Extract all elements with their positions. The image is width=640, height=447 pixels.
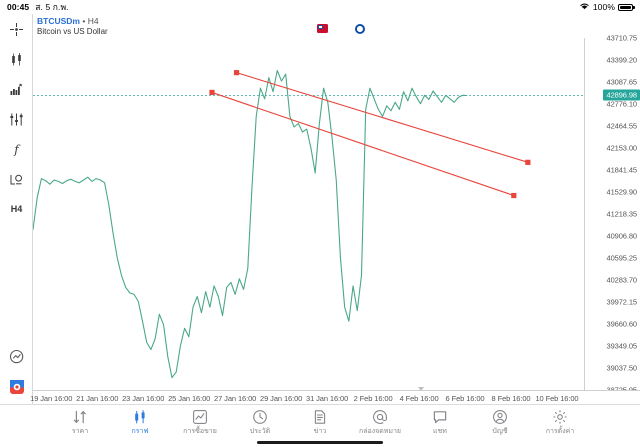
symbol-separator: • — [82, 16, 86, 26]
resistance-lower-handle[interactable] — [209, 89, 215, 96]
price-tick: 43399.20 — [606, 55, 638, 65]
price-series-line — [33, 69, 468, 379]
symbol-description: Bitcoin vs US Dollar — [37, 27, 108, 36]
left-toolbar: f H4 — [0, 14, 33, 404]
current-price-badge[interactable]: 42896.98 — [602, 89, 640, 101]
price-tick: 43710.75 — [606, 33, 638, 43]
symbol-line[interactable]: BTCUSDm • H4 — [37, 16, 640, 27]
price-chart[interactable] — [33, 24, 584, 390]
nav-item-label: ข่าว — [313, 428, 327, 435]
price-tick: 39037.50 — [606, 363, 638, 373]
nav-item-chat-bubble[interactable]: แชท — [410, 409, 470, 436]
quotes-arrows-icon — [72, 409, 88, 425]
time-tick: 8 Feb 16:00 — [491, 394, 531, 403]
home-indicator — [257, 440, 383, 444]
price-tick: 41218.35 — [606, 209, 638, 219]
nav-item-mailbox-at[interactable]: กล่องจดหมาย — [350, 409, 410, 436]
objects-drawing-icon[interactable] — [0, 164, 33, 194]
time-tick: 6 Feb 16:00 — [445, 394, 485, 403]
nav-item-label: ราคา — [71, 428, 89, 435]
nav-item-news-document[interactable]: ข่าว — [290, 409, 350, 436]
resistance-upper-handle[interactable] — [233, 70, 240, 76]
price-tick: 41841.45 — [606, 165, 638, 175]
nav-item-label: แชท — [433, 428, 447, 435]
time-tick: 10 Feb 16:00 — [535, 394, 579, 403]
nav-item-account-person[interactable]: บัญชี — [470, 409, 530, 436]
scroll-position-caret — [418, 387, 425, 391]
settings-sliders-icon[interactable] — [0, 104, 33, 134]
price-tick: 39660.60 — [606, 319, 638, 329]
us-flag-event-icon[interactable] — [316, 24, 328, 33]
bottom-navigation: ราคา กราฟ การซื้อขาย ประวัติ ข่าว กล่องจดหมาย… — [0, 404, 640, 447]
nav-item-history-clock[interactable]: ประวัติ — [230, 409, 290, 436]
settings-gear-icon — [552, 409, 568, 425]
fit-chart-icon[interactable] — [0, 342, 33, 372]
nav-item-label: บัญชี — [492, 428, 508, 435]
status-time: 00:45 — [7, 2, 30, 12]
timeframe-icon[interactable]: H4 — [10, 204, 23, 214]
price-tick: 42464.55 — [606, 121, 638, 131]
resistance-lower-handle[interactable] — [511, 192, 517, 199]
nav-item-settings-gear[interactable]: การตั้งค่า — [530, 409, 590, 436]
battery-percent: 100% — [592, 2, 615, 12]
eu-flag-event-icon[interactable] — [355, 24, 366, 34]
price-tick: 40595.25 — [606, 253, 638, 263]
chart-canvas[interactable] — [33, 38, 584, 390]
symbol-timeframe: H4 — [87, 16, 99, 26]
time-tick: 21 Jan 16:00 — [76, 394, 119, 403]
time-tick: 2 Feb 16:00 — [353, 394, 393, 403]
trendline-group — [209, 70, 531, 199]
nav-item-label: การตั้งค่า — [545, 428, 575, 435]
price-tick: 43087.65 — [606, 77, 638, 87]
nav-item-label: กล่องจดหมาย — [358, 428, 402, 435]
svg-text:f: f — [13, 142, 21, 156]
price-tick: 42153.00 — [606, 143, 638, 153]
wifi-icon — [579, 2, 590, 12]
bar-chart-indicator-icon[interactable] — [0, 74, 33, 104]
nav-item-label: กราฟ — [131, 428, 149, 435]
chart-header[interactable]: BTCUSDm • H4 Bitcoin vs US Dollar — [33, 14, 640, 38]
price-tick: 42776.10 — [606, 99, 638, 109]
nav-item-trade-linechart[interactable]: การซื้อขาย — [170, 409, 230, 436]
resistance-upper-handle[interactable] — [525, 159, 531, 165]
history-clock-icon — [252, 409, 268, 425]
nav-item-label: การซื้อขาย — [183, 428, 217, 435]
time-tick: 31 Jan 16:00 — [306, 394, 349, 403]
price-tick: 40906.80 — [606, 231, 638, 241]
time-tick: 27 Jan 16:00 — [214, 394, 257, 403]
resistance-upper[interactable] — [236, 72, 529, 163]
candlestick-chart-icon[interactable] — [0, 44, 33, 74]
status-bar: 00:45 ส. 5 ก.พ. 100% — [0, 0, 640, 14]
crosshair-icon[interactable] — [0, 14, 33, 44]
symbol-name: BTCUSDm — [37, 16, 80, 26]
mailbox-at-icon — [372, 409, 388, 425]
price-tick: 39972.15 — [606, 297, 638, 307]
time-tick: 23 Jan 16:00 — [122, 394, 165, 403]
status-date: ส. 5 ก.พ. — [35, 2, 69, 12]
price-axis[interactable]: 43710.75 43399.20 43087.65 42776.10 42464.55… — [584, 34, 640, 395]
time-tick: 4 Feb 16:00 — [399, 394, 439, 403]
time-axis[interactable]: 19 Jan 16:00 21 Jan 16:00 23 Jan 16:00 25 J… — [30, 387, 640, 404]
nav-item-label: ประวัติ — [249, 428, 271, 435]
price-tick: 39349.05 — [606, 341, 638, 351]
account-person-icon — [492, 409, 508, 425]
sync-chart-icon[interactable] — [0, 372, 33, 402]
price-tick: 40283.70 — [606, 275, 638, 285]
time-tick: 25 Jan 16:00 — [168, 394, 211, 403]
charts-candles-icon — [132, 409, 148, 425]
news-document-icon — [312, 409, 328, 425]
time-tick: 29 Jan 16:00 — [260, 394, 303, 403]
price-tick: 41529.90 — [606, 187, 638, 197]
function-f-icon[interactable]: f — [0, 134, 33, 164]
time-tick: 19 Jan 16:00 — [30, 394, 73, 403]
battery-full-icon — [618, 3, 635, 11]
nav-item-charts-candles[interactable]: กราฟ — [110, 409, 170, 436]
nav-item-quotes-arrows[interactable]: ราคา — [50, 409, 110, 436]
chat-bubble-icon — [432, 409, 448, 425]
resistance-lower[interactable] — [211, 91, 514, 197]
trade-linechart-icon — [192, 409, 208, 425]
